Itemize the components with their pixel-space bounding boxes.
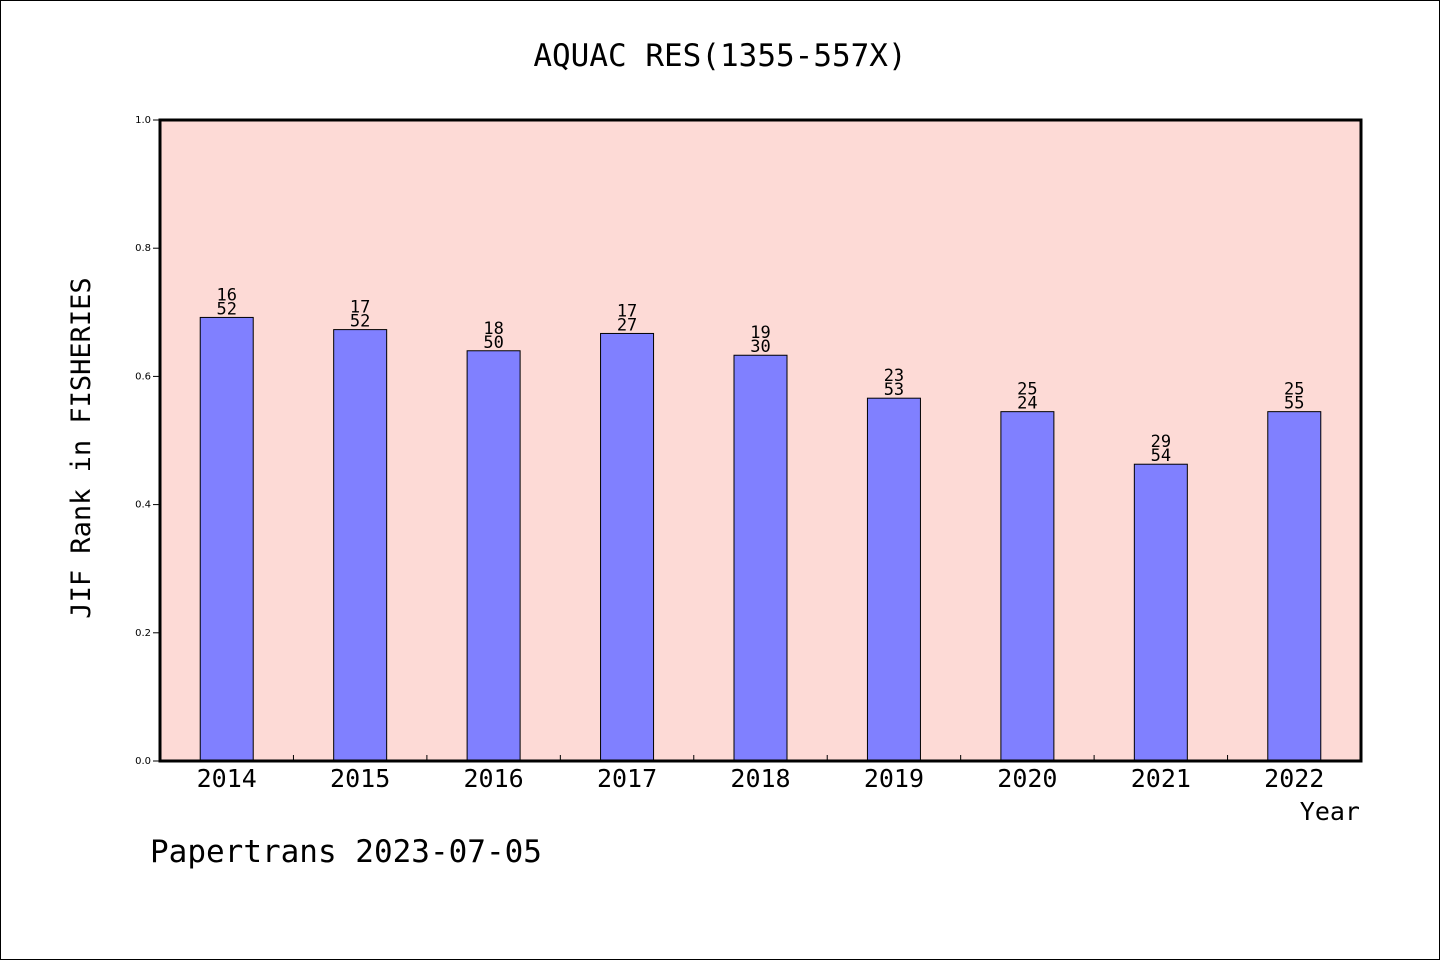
x-tick-label: 2015 [330, 764, 390, 793]
x-tick-label: 2017 [597, 764, 657, 793]
bar-label-bottom: 27 [617, 315, 637, 335]
plot-border [158, 118, 1363, 763]
x-tick-label: 2018 [730, 764, 790, 793]
x-tick-label: 2016 [464, 764, 524, 793]
bar-label-bottom: 53 [884, 380, 904, 400]
bar-label-bottom: 55 [1284, 394, 1304, 414]
bar-label-top: 16 [216, 285, 236, 305]
bar-label-top: 25 [1284, 380, 1304, 400]
bar-label-bottom: 52 [216, 299, 236, 319]
bar [199, 316, 254, 762]
bar-label-bottom: 24 [1017, 394, 1037, 414]
bar-label-top: 17 [617, 301, 637, 321]
bar-label-bottom: 50 [483, 333, 503, 353]
y-tick-label: 1.0 [135, 115, 151, 126]
bar [866, 397, 921, 762]
y-tick-label: 0.6 [135, 371, 151, 382]
x-tick-label: 2022 [1264, 764, 1324, 793]
x-tick-label: 2019 [864, 764, 924, 793]
bar [1000, 411, 1055, 762]
x-tick-label: 2014 [197, 764, 257, 793]
bar [1133, 463, 1188, 762]
bar [333, 329, 388, 762]
y-axis-label: JIF Rank in FISHERIES [66, 277, 97, 618]
bar-label-top: 18 [483, 319, 503, 339]
footer-watermark: Papertrans 2023-07-05 [150, 834, 542, 870]
y-tick-label: 0.2 [135, 628, 151, 639]
bar [600, 332, 655, 762]
bar-label-top: 25 [1017, 380, 1037, 400]
x-tick-label: 2020 [997, 764, 1057, 793]
bar-label-top: 23 [884, 366, 904, 386]
bar-label-bottom: 30 [750, 337, 770, 357]
y-tick-label: 0.4 [135, 500, 151, 511]
y-tick-label: 0.8 [135, 243, 151, 254]
bar-label-top: 29 [1151, 432, 1171, 452]
bar [466, 350, 521, 762]
y-tick-label: 0.0 [135, 756, 151, 767]
bar-label-bottom: 52 [350, 312, 370, 332]
x-tick-label: 2021 [1131, 764, 1191, 793]
bar-label-bottom: 54 [1151, 446, 1171, 466]
bar [1267, 411, 1322, 762]
chart-title: AQUAC RES(1355-557X) [533, 38, 906, 74]
bar-label-top: 17 [350, 298, 370, 318]
x-axis-label: Year [1300, 797, 1360, 826]
bar-label-top: 19 [750, 323, 770, 343]
bar [733, 354, 788, 762]
